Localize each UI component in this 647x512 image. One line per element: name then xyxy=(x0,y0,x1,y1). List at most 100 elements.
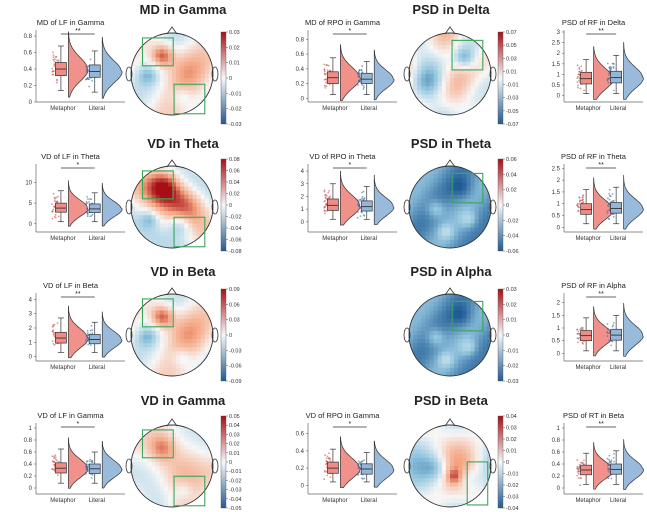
heatmap-cell xyxy=(147,351,153,357)
heatmap-cell xyxy=(441,186,447,192)
heatmap-cell xyxy=(478,335,484,340)
heatmap-cell xyxy=(208,367,213,373)
y-tick-label: 1 xyxy=(557,72,561,78)
heatmap-cell xyxy=(180,494,185,500)
heatmap-cell xyxy=(466,318,472,324)
heatmap-cell xyxy=(204,170,210,175)
heatmap-cell xyxy=(151,367,157,373)
heatmap-cell xyxy=(176,441,181,447)
heatmap-cell xyxy=(458,306,463,311)
heatmap-cell xyxy=(445,94,451,100)
heatmap-cell xyxy=(143,326,148,332)
heatmap-cell xyxy=(188,363,194,369)
heatmap-cell xyxy=(470,194,476,200)
heatmap-cell xyxy=(437,174,443,179)
head-outline xyxy=(130,293,214,377)
data-point xyxy=(608,69,611,72)
heatmap-cell xyxy=(139,314,144,320)
data-point xyxy=(361,197,363,200)
heatmap-cell xyxy=(458,351,463,357)
heatmap-cell xyxy=(192,53,198,59)
heatmap-cell xyxy=(458,302,463,307)
data-point xyxy=(606,464,609,467)
heatmap-cell xyxy=(135,470,140,475)
heatmap-cell xyxy=(151,363,157,369)
data-point xyxy=(359,462,362,465)
data-point xyxy=(578,467,581,470)
heatmap-cell xyxy=(409,363,414,369)
heatmap-cell xyxy=(454,371,459,376)
heatmap-cell xyxy=(204,82,210,87)
heatmap-cell xyxy=(135,351,140,357)
heatmap-cell xyxy=(441,198,447,204)
heatmap-cell xyxy=(180,457,185,463)
heatmap-cell xyxy=(188,449,194,455)
heatmap-cell xyxy=(159,318,165,324)
heatmap-cell xyxy=(143,49,148,55)
panel-title: PSD of RT in Beta xyxy=(563,411,625,420)
heatmap-cell xyxy=(466,343,472,348)
heatmap-cell xyxy=(486,78,491,83)
data-point xyxy=(608,218,611,220)
heatmap-cell xyxy=(437,310,443,316)
heatmap-cell xyxy=(192,461,198,467)
heatmap-cell xyxy=(204,494,210,500)
heatmap-cell xyxy=(458,86,463,91)
heatmap-cell xyxy=(409,466,414,471)
heatmap-cell xyxy=(163,190,169,196)
category-label-literal: Literal xyxy=(89,106,105,112)
heatmap-cell xyxy=(437,223,443,229)
heatmap-cell xyxy=(184,490,189,496)
heatmap-cell xyxy=(135,298,140,303)
heatmap-cell xyxy=(478,82,484,87)
heatmap-cell xyxy=(445,219,451,224)
heatmap-cell xyxy=(151,355,157,361)
heatmap-cell xyxy=(204,445,210,451)
heatmap-cell xyxy=(450,78,455,83)
left-ear-outline xyxy=(125,458,133,474)
heatmap-cell xyxy=(172,194,177,200)
heatmap-cell xyxy=(462,322,467,328)
heatmap-cell xyxy=(482,466,488,471)
heatmap-cell xyxy=(167,486,173,492)
heatmap-cell xyxy=(184,437,189,442)
heatmap-cell xyxy=(437,302,443,307)
heatmap-cell xyxy=(204,425,210,430)
heatmap-cell xyxy=(413,326,418,332)
heatmap-cell xyxy=(445,190,451,196)
heatmap-cell xyxy=(188,482,194,488)
heatmap-cell xyxy=(208,94,213,100)
heatmap-cell xyxy=(478,322,484,328)
heatmap-cell xyxy=(433,65,439,71)
heatmap-cell xyxy=(433,298,439,303)
heatmap-cell xyxy=(172,355,177,361)
heatmap-cell xyxy=(135,231,140,237)
heatmap-cell xyxy=(417,33,422,38)
heatmap-cell xyxy=(151,227,157,233)
data-point xyxy=(583,459,585,462)
heatmap-cell xyxy=(470,425,476,430)
heatmap-cell xyxy=(409,470,414,475)
heatmap-cell xyxy=(454,33,459,38)
heatmap-cell xyxy=(188,170,194,175)
heatmap-cell xyxy=(482,239,488,245)
heatmap-cell xyxy=(462,318,467,324)
heatmap-cell xyxy=(417,355,422,361)
heatmap-cell xyxy=(409,65,414,71)
heatmap-cell xyxy=(167,215,173,220)
heatmap-cell xyxy=(131,429,136,434)
heatmap-cell xyxy=(184,343,189,348)
heatmap-cell xyxy=(180,294,185,299)
heatmap-cell xyxy=(445,110,451,115)
heatmap-cell xyxy=(155,235,161,241)
heatmap-cell xyxy=(163,57,169,63)
heatmap-cell xyxy=(143,69,148,75)
heatmap-cell xyxy=(163,343,169,348)
heatmap-cell xyxy=(180,78,185,83)
left-ear-outline xyxy=(403,199,411,215)
heatmap-cell xyxy=(147,306,153,311)
heatmap-cell xyxy=(184,322,189,328)
data-point xyxy=(53,323,56,326)
heatmap-cell xyxy=(466,219,472,224)
heatmap-cell xyxy=(466,466,472,471)
